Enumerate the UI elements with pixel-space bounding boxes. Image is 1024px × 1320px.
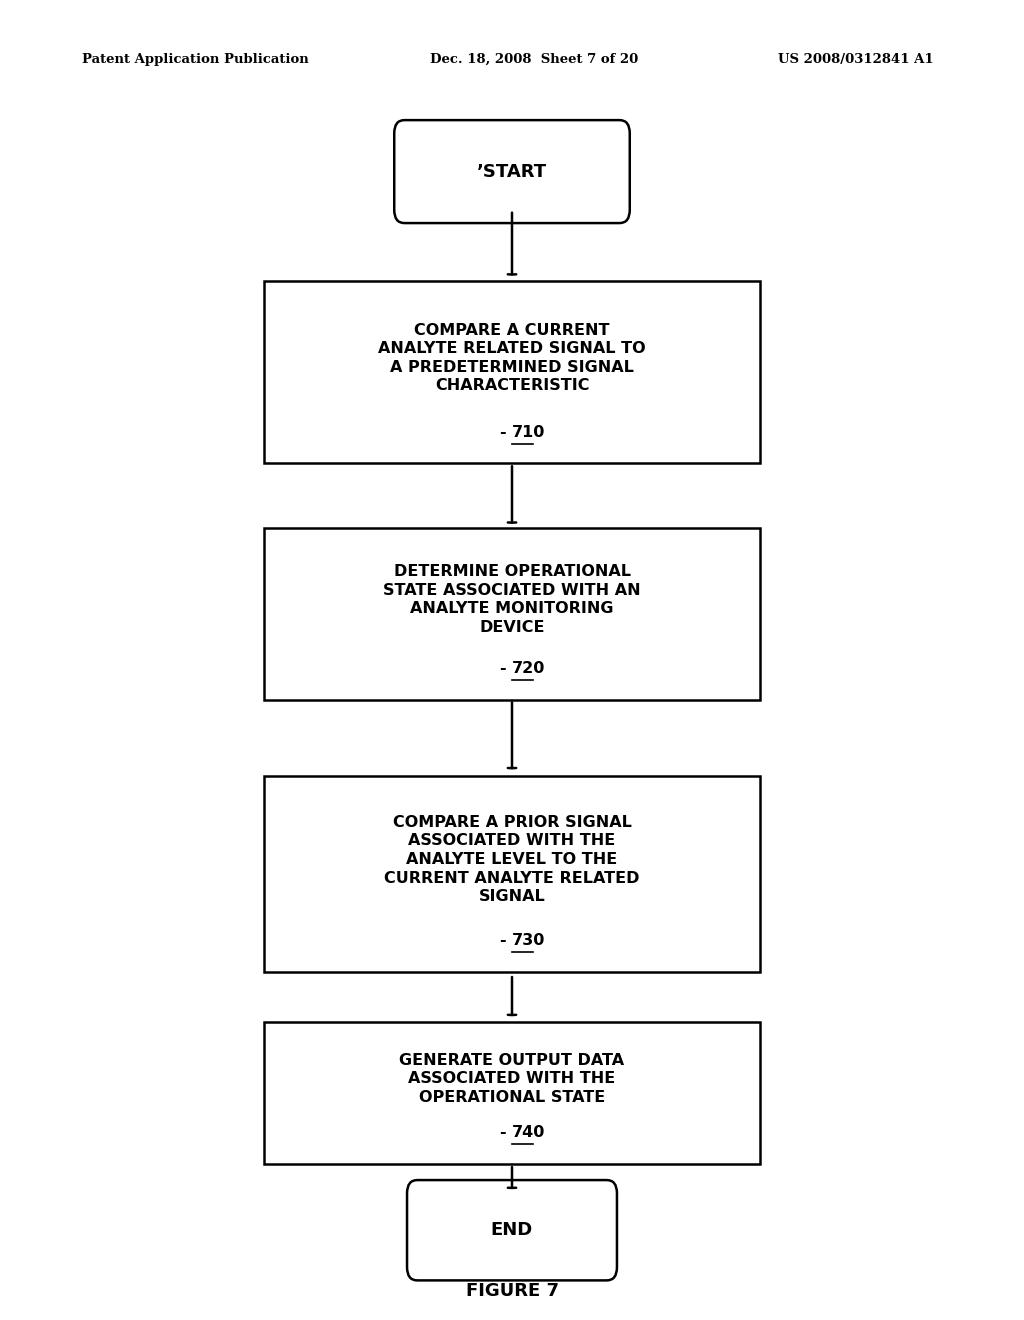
Text: GENERATE OUTPUT DATA
ASSOCIATED WITH THE
OPERATIONAL STATE: GENERATE OUTPUT DATA ASSOCIATED WITH THE… [399,1052,625,1105]
Text: COMPARE A PRIOR SIGNAL
ASSOCIATED WITH THE
ANALYTE LEVEL TO THE
CURRENT ANALYTE : COMPARE A PRIOR SIGNAL ASSOCIATED WITH T… [384,814,640,904]
Text: 740: 740 [512,1126,546,1140]
Bar [264,776,760,972]
FancyBboxPatch shape [394,120,630,223]
Text: 720: 720 [512,661,546,676]
Text: ’START: ’START [477,162,547,181]
Text: DETERMINE OPERATIONAL
STATE ASSOCIATED WITH AN
ANALYTE MONITORING
DEVICE: DETERMINE OPERATIONAL STATE ASSOCIATED W… [383,564,641,635]
Text: -: - [500,661,512,676]
Text: -: - [500,425,512,440]
Text: 710: 710 [512,425,546,440]
Text: Dec. 18, 2008  Sheet 7 of 20: Dec. 18, 2008 Sheet 7 of 20 [430,53,638,66]
FancyBboxPatch shape [407,1180,616,1280]
Text: Patent Application Publication: Patent Application Publication [82,53,308,66]
Text: US 2008/0312841 A1: US 2008/0312841 A1 [778,53,934,66]
Text: FIGURE 7: FIGURE 7 [466,1282,558,1300]
Bar [264,281,760,463]
Text: END: END [490,1221,534,1239]
Text: -: - [500,933,512,948]
Text: 730: 730 [512,933,546,948]
Text: COMPARE A CURRENT
ANALYTE RELATED SIGNAL TO
A PREDETERMINED SIGNAL
CHARACTERISTI: COMPARE A CURRENT ANALYTE RELATED SIGNAL… [378,322,646,393]
Text: -: - [500,1126,512,1140]
Bar [264,528,760,700]
Bar [264,1022,760,1164]
